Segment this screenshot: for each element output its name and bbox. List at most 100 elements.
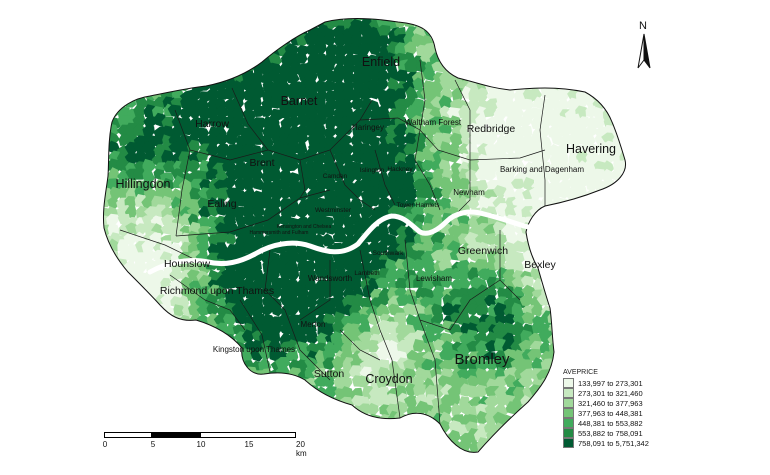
price-tract xyxy=(186,25,202,38)
price-tract xyxy=(622,188,626,202)
price-tract xyxy=(197,52,210,66)
price-tract xyxy=(158,403,174,415)
price-tract xyxy=(87,367,100,379)
price-tract xyxy=(619,314,626,328)
price-tract xyxy=(124,418,139,432)
price-tract xyxy=(628,226,641,238)
price-tract xyxy=(142,124,155,138)
price-tract xyxy=(173,304,187,318)
price-tract xyxy=(233,41,248,55)
price-tract xyxy=(161,18,174,22)
legend-swatch xyxy=(563,418,574,428)
price-tract xyxy=(252,87,266,99)
price-tract xyxy=(209,53,221,69)
price-tract xyxy=(582,25,597,38)
price-tract xyxy=(376,35,390,47)
price-tract xyxy=(558,168,572,182)
price-tract xyxy=(503,433,518,445)
price-tract xyxy=(610,105,625,118)
price-tract xyxy=(142,321,155,333)
price-tract xyxy=(124,141,139,154)
price-tract xyxy=(413,18,428,20)
price-tract xyxy=(602,241,614,255)
borough-boundary xyxy=(299,260,331,321)
price-tract xyxy=(187,333,202,347)
price-tract xyxy=(359,432,375,447)
price-tract xyxy=(288,18,301,21)
price-tract xyxy=(314,259,328,272)
price-tract xyxy=(510,69,526,84)
price-tract xyxy=(103,105,110,118)
price-tract xyxy=(595,18,608,21)
price-tract xyxy=(474,294,488,308)
price-tract xyxy=(196,348,211,362)
price-tract xyxy=(540,22,554,37)
price-tract xyxy=(332,440,346,453)
price-tract xyxy=(359,143,373,155)
price-tract xyxy=(316,70,329,82)
price-tract xyxy=(178,340,193,354)
price-tract xyxy=(286,412,300,426)
price-tract xyxy=(109,304,122,318)
price-tract xyxy=(402,368,417,381)
price-tract xyxy=(178,359,192,374)
price-tract xyxy=(170,18,183,21)
price-tract xyxy=(530,429,543,443)
price-tract xyxy=(150,411,167,424)
price-tract xyxy=(89,267,102,280)
price-tract xyxy=(118,395,132,410)
legend-title: AVEPRICE xyxy=(563,369,598,376)
price-tract xyxy=(405,294,419,307)
price-tract xyxy=(556,312,571,325)
price-tract xyxy=(446,240,460,254)
price-tract xyxy=(240,78,254,92)
price-tract xyxy=(152,386,164,399)
price-tract xyxy=(402,451,418,453)
price-tract xyxy=(124,376,137,391)
price-tract xyxy=(494,431,507,445)
price-tract xyxy=(465,33,479,46)
price-tract xyxy=(352,221,365,236)
price-tract xyxy=(627,107,641,121)
price-tract xyxy=(126,332,140,344)
price-tract xyxy=(88,16,102,31)
price-tract xyxy=(567,321,578,336)
price-tract xyxy=(187,62,203,74)
price-tract xyxy=(494,277,506,291)
price-tract xyxy=(521,422,535,436)
price-tract xyxy=(468,51,483,65)
price-tract xyxy=(89,289,103,302)
price-tract xyxy=(582,294,596,307)
price-tract xyxy=(233,394,246,408)
price-tract xyxy=(466,358,479,372)
price-tract xyxy=(593,323,608,337)
price-tract xyxy=(88,251,103,264)
price-tract xyxy=(195,330,210,346)
price-tract xyxy=(182,52,195,66)
price-tract xyxy=(591,204,605,218)
borough-boundary xyxy=(419,319,441,425)
price-tract xyxy=(617,18,626,20)
price-tract xyxy=(103,87,111,103)
price-tract xyxy=(311,153,326,166)
price-tract xyxy=(161,52,174,67)
price-tract xyxy=(548,204,562,219)
price-tract xyxy=(466,375,481,387)
price-tract xyxy=(440,53,453,65)
price-tract xyxy=(575,52,588,65)
price-tract xyxy=(116,36,131,50)
price-tract xyxy=(105,24,120,39)
price-tract xyxy=(250,26,265,42)
price-tract xyxy=(599,324,614,337)
price-tract xyxy=(195,358,211,372)
price-tract xyxy=(592,450,606,453)
price-tract xyxy=(539,431,552,445)
price-tract xyxy=(630,340,644,355)
legend-swatch xyxy=(563,438,574,448)
price-tract xyxy=(125,5,137,18)
price-tract xyxy=(621,202,626,218)
price-tract xyxy=(441,23,455,38)
price-tract xyxy=(171,420,187,433)
price-tract xyxy=(520,18,535,29)
price-tract xyxy=(603,44,616,57)
